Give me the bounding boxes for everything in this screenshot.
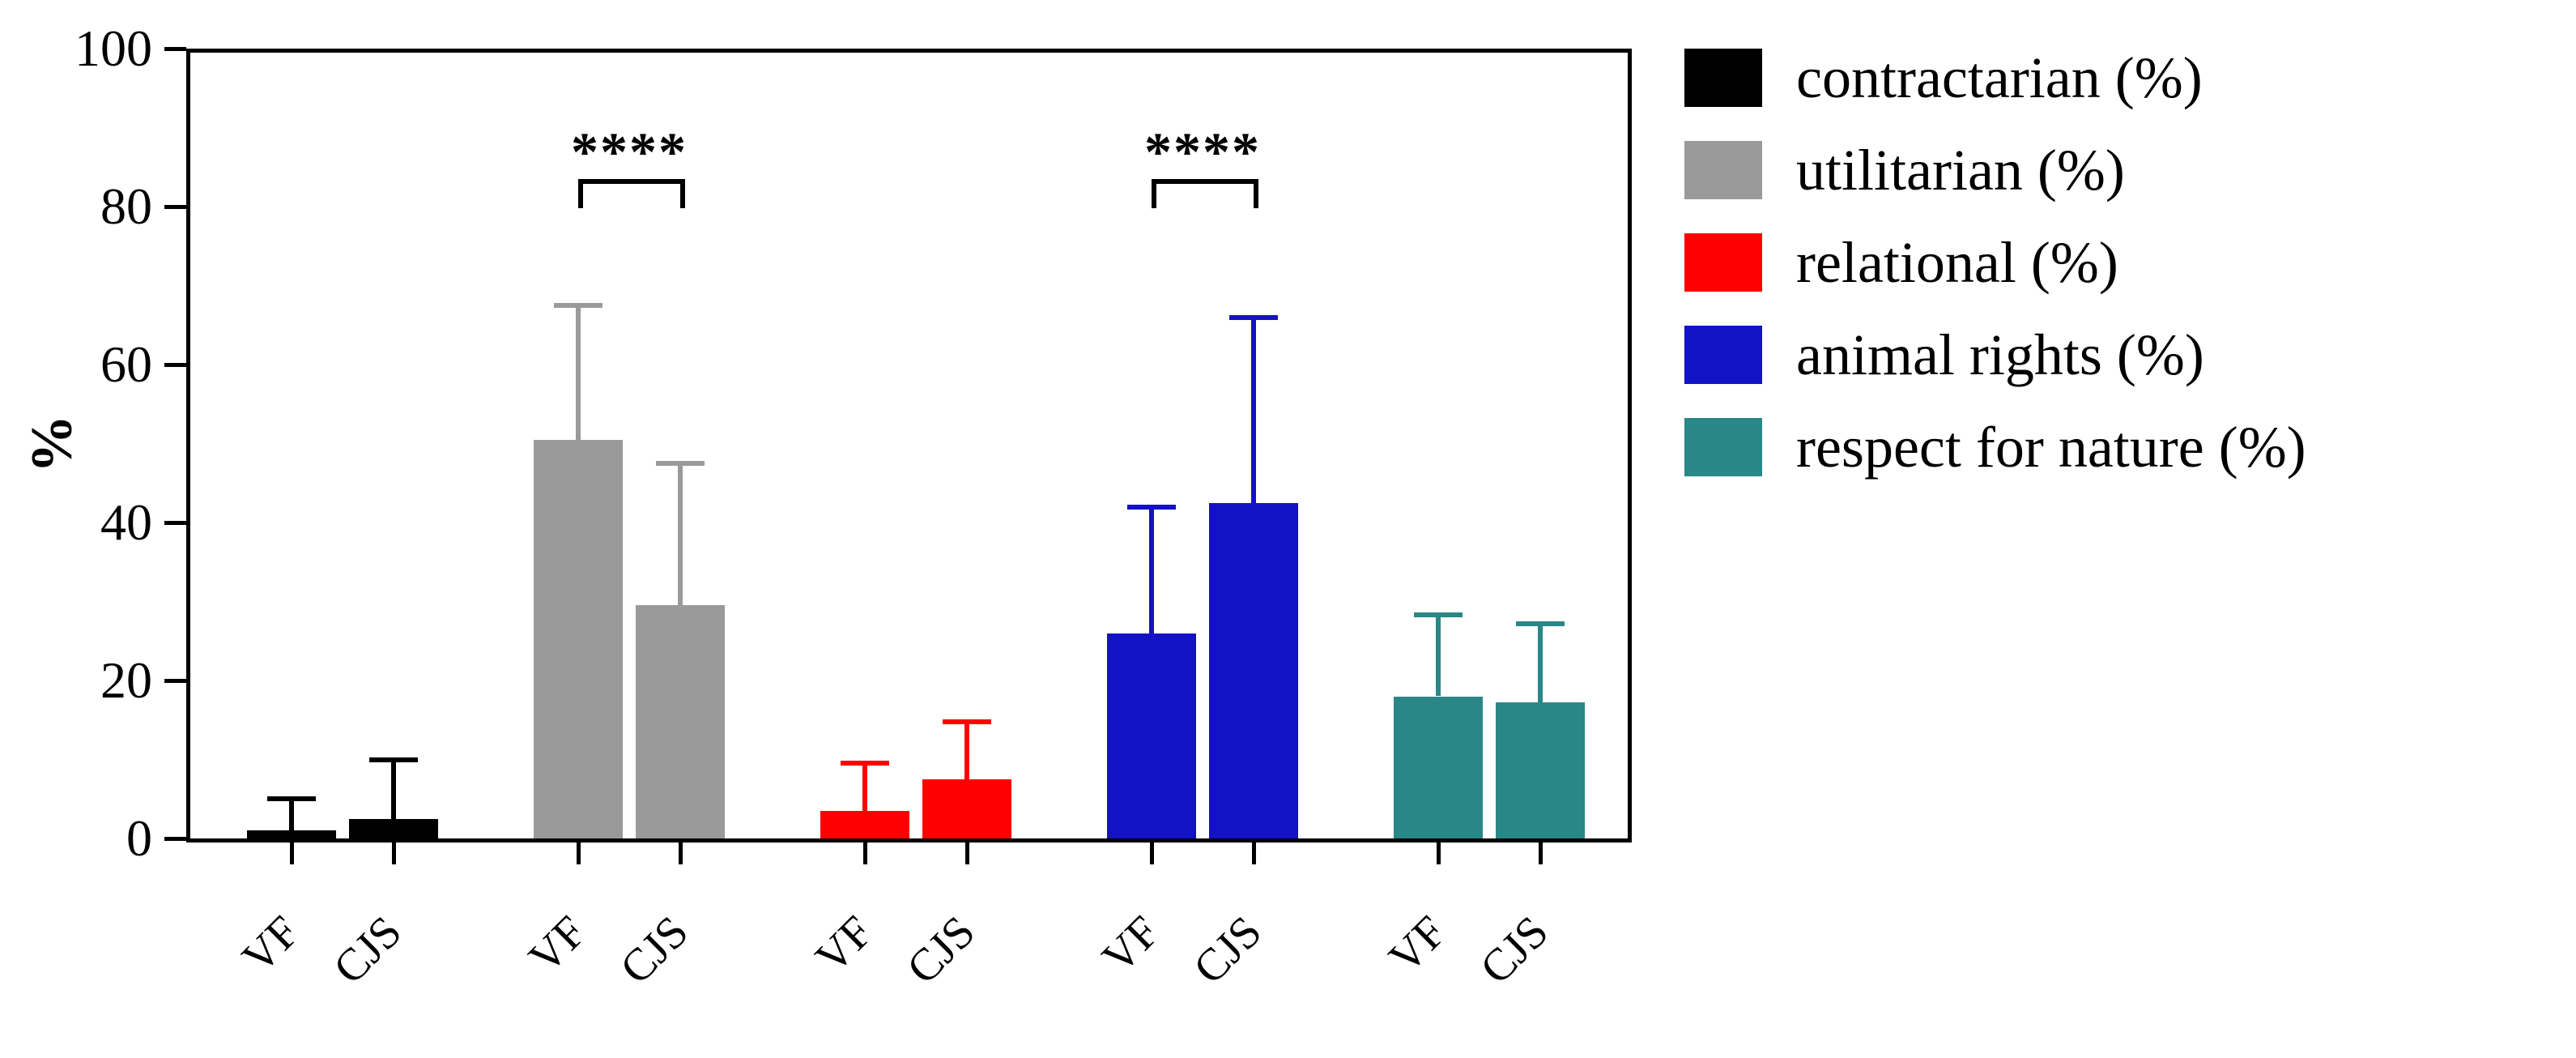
y-tick-label: 20 [0,655,152,706]
bar [1394,697,1483,839]
bar [636,605,725,838]
y-tick [164,205,186,209]
x-tick [965,843,969,864]
legend-label: animal rights (%) [1796,326,2204,384]
bar [349,819,438,838]
x-tick [290,843,294,864]
legend-item: relational (%) [1684,233,2306,292]
bar [1209,503,1298,838]
x-tick-label: VF [195,908,308,1021]
legend-item: contractarian (%) [1684,49,2306,107]
bar [247,830,336,838]
y-tick-label: 80 [0,181,152,233]
bar [820,811,909,838]
error-bar-cap [841,761,889,766]
y-tick [164,363,186,367]
x-tick-label: CJS [584,908,696,1021]
bar [1496,702,1585,838]
significance-label: **** [571,120,688,184]
legend-swatch [1684,49,1762,107]
x-tick [863,843,867,864]
legend-item: animal rights (%) [1684,326,2306,384]
x-tick [1437,843,1441,864]
legend-item: respect for nature (%) [1684,418,2306,476]
error-bar-stem [1436,615,1441,696]
error-bar-stem [1251,318,1256,503]
legend-swatch [1684,326,1762,384]
y-tick [164,521,186,525]
error-bar-cap [369,757,418,762]
x-tick [392,843,396,864]
x-tick [679,843,683,864]
y-tick [164,679,186,683]
y-axis-title: % [19,415,86,473]
error-bar-stem [391,760,396,819]
x-tick-label: CJS [1444,908,1556,1021]
x-tick-label: VF [1342,908,1454,1021]
error-bar-stem [678,463,683,606]
error-bar-cap [656,461,705,466]
legend-swatch [1684,418,1762,476]
x-tick-label: VF [482,908,594,1021]
error-bar-stem [289,799,294,830]
y-tick-label: 60 [0,339,152,390]
error-bar-cap [943,719,991,724]
error-bar-stem [1149,507,1154,634]
bar [922,779,1011,838]
x-tick [1252,843,1256,864]
error-bar-cap [267,796,316,801]
legend: contractarian (%) utilitarian (%) relation… [1684,49,2306,510]
y-tick-label: 100 [0,23,152,75]
x-axis-line [190,838,1632,843]
x-tick-label: CJS [871,908,983,1021]
error-bar-cap [1414,612,1463,617]
bar [534,440,623,838]
x-tick-label: VF [769,908,881,1021]
error-bar-stem [576,305,581,440]
y-tick [164,47,186,51]
legend-swatch [1684,233,1762,292]
x-tick [1150,843,1154,864]
y-tick-label: 0 [0,813,152,864]
legend-item: utilitarian (%) [1684,141,2306,199]
y-tick [164,837,186,841]
error-bar-cap [1516,621,1565,626]
x-tick-label: CJS [297,908,410,1021]
x-tick [1539,843,1543,864]
significance-label: **** [1144,120,1261,184]
legend-label: utilitarian (%) [1796,141,2125,199]
x-tick [577,843,581,864]
error-bar-cap [1127,505,1176,510]
y-axis-line [186,49,190,843]
legend-swatch [1684,141,1762,199]
error-bar-stem [964,722,969,779]
error-bar-stem [862,763,867,811]
error-bar-cap [1229,315,1278,320]
error-bar-stem [1538,624,1543,703]
chart-root: % contractarian (%) utilitarian (%) relati… [0,0,2576,1058]
legend-label: relational (%) [1796,233,2118,292]
x-tick-label: CJS [1157,908,1270,1021]
x-tick-label: VF [1055,908,1168,1021]
legend-label: respect for nature (%) [1796,418,2306,476]
legend-label: contractarian (%) [1796,49,2203,107]
y-tick-label: 40 [0,497,152,548]
bar [1107,634,1196,839]
error-bar-cap [554,303,602,308]
